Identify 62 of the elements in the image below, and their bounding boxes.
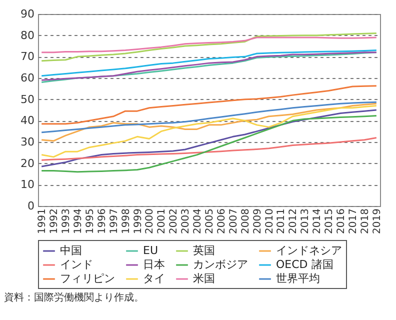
line-series [40, 50, 378, 77]
x-tick-label: 2003 [180, 208, 192, 234]
x-tick-label: 2011 [276, 208, 288, 234]
x-tick-label: 2015 [324, 208, 336, 234]
x-tick-label: 2019 [372, 208, 383, 234]
line-series [40, 115, 378, 173]
legend-label: EU [143, 244, 158, 257]
x-tick-label: 1995 [84, 208, 96, 234]
legend-label: OECD 諸国 [276, 258, 334, 271]
y-tick-label: 30 [20, 136, 34, 148]
x-tick-label: 2002 [168, 208, 180, 234]
line-series [40, 102, 378, 142]
y-tick-label: 40 [20, 114, 34, 128]
legend-label: インドネシア [276, 244, 342, 257]
y-tick-label: 20 [20, 156, 34, 170]
x-tick-label: 1999 [132, 208, 144, 234]
y-tick-label: 10 [20, 178, 34, 192]
x-tick-label: 2012 [288, 208, 300, 234]
line-series [40, 109, 378, 168]
x-tick-label: 2007 [228, 208, 240, 234]
x-tick-label: 1998 [120, 208, 132, 234]
y-tick-label: 90 [20, 8, 34, 20]
y-tick-label: 60 [20, 72, 34, 84]
x-tick-label: 1997 [108, 208, 120, 234]
legend-label: 日本 [143, 258, 165, 271]
x-tick-label: 2001 [156, 208, 168, 234]
y-tick-label: 0 [28, 200, 34, 212]
x-tick-label: 2014 [312, 208, 324, 234]
x-tick-label: 2018 [360, 208, 371, 234]
y-tick-label: 80 [20, 28, 34, 42]
legend-label: 世界平均 [276, 272, 320, 285]
x-tick-label: 2000 [144, 208, 156, 234]
legend-label: カンボジア [193, 258, 248, 271]
y-tick-label: 70 [20, 50, 34, 64]
x-tick-label: 2016 [336, 208, 348, 234]
line-series [40, 104, 378, 158]
x-tick-label: 2006 [216, 208, 228, 234]
line-series [40, 32, 378, 62]
line-series [40, 85, 378, 125]
x-tick-label: 1994 [72, 208, 84, 234]
line-series [40, 101, 378, 134]
x-tick-label: 2004 [192, 208, 204, 234]
x-tick-label: 1991 [37, 208, 48, 234]
legend-label: 米国 [193, 272, 215, 285]
x-tick-label: 2009 [252, 208, 264, 234]
x-tick-label: 2010 [264, 208, 276, 234]
x-tick-label: 2017 [348, 208, 359, 234]
line-series [40, 136, 378, 161]
legend-label: 英国 [193, 244, 215, 257]
y-tick-label: 50 [20, 92, 34, 106]
x-tick-label: 2013 [300, 208, 312, 234]
x-tick-label: 1993 [61, 208, 72, 234]
text: 資料：国際労働機関より作成。 [4, 292, 144, 304]
line-series [40, 36, 378, 54]
legend-label: フィリピン [60, 272, 115, 285]
legend-label: インド [60, 258, 93, 271]
x-tick-label: 2008 [240, 208, 252, 234]
legend-label: タイ [143, 272, 165, 285]
legend-label: 中国 [60, 244, 82, 257]
x-tick-label: 1996 [96, 208, 108, 234]
x-tick-label: 1992 [49, 208, 60, 234]
x-tick-label: 2005 [204, 208, 216, 234]
